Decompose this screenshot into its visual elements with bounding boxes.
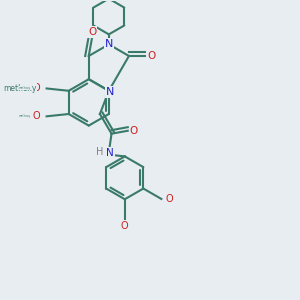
Text: methoxy: methoxy	[19, 114, 31, 118]
Text: O: O	[147, 51, 155, 61]
Text: N: N	[106, 148, 114, 158]
Text: N: N	[106, 87, 115, 97]
Text: methoxy: methoxy	[19, 86, 31, 90]
Text: O: O	[32, 83, 40, 94]
Text: H: H	[96, 147, 103, 157]
Text: O: O	[165, 194, 172, 204]
Text: O: O	[130, 126, 138, 136]
Text: methoxy: methoxy	[3, 84, 37, 93]
Text: N: N	[105, 39, 113, 50]
Text: O: O	[88, 27, 96, 37]
Text: O: O	[32, 111, 40, 121]
Text: O: O	[121, 221, 129, 231]
